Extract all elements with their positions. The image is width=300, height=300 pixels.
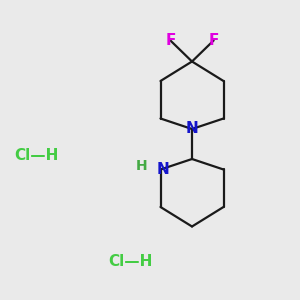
Text: F: F: [165, 33, 176, 48]
Text: H: H: [136, 160, 148, 173]
Text: Cl—H: Cl—H: [14, 148, 58, 164]
Text: F: F: [208, 33, 219, 48]
Text: N: N: [157, 162, 169, 177]
Text: N: N: [186, 122, 198, 136]
Text: Cl—H: Cl—H: [108, 254, 153, 268]
